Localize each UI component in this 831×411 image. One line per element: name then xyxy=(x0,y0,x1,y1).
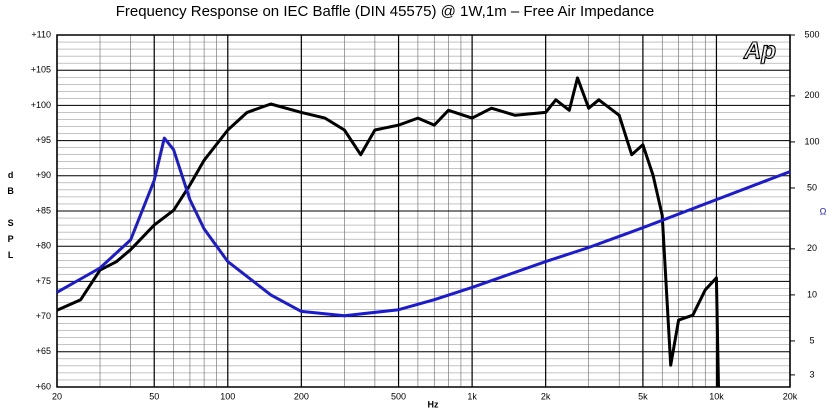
y2-tick-label: 10 xyxy=(807,289,817,299)
x-tick-label: 20 xyxy=(52,391,62,401)
x-tick-label: 20k xyxy=(783,391,798,401)
plot-frame xyxy=(56,34,791,388)
y-tick-label: +90 xyxy=(36,170,51,180)
y2-tick-label: 3 xyxy=(809,369,814,379)
x-tick-label: 50 xyxy=(149,391,159,401)
x-tick-label: 100 xyxy=(220,391,235,401)
y-tick-label: +105 xyxy=(31,65,51,75)
x-tick-label: 10k xyxy=(709,391,724,401)
x-tick-label: 500 xyxy=(391,391,406,401)
chart-title: Frequency Response on IEC Baffle (DIN 45… xyxy=(116,3,655,20)
y-tick-label: +85 xyxy=(36,205,51,215)
y2-tick-label: 500 xyxy=(804,29,819,39)
y-tick-label: +60 xyxy=(36,381,51,391)
x-tick-label: 200 xyxy=(294,391,309,401)
y-tick-label: +75 xyxy=(36,276,51,286)
y2-axis-label: Ω xyxy=(820,206,827,216)
x-tick-label: 2k xyxy=(541,391,551,401)
y-tick-label: +80 xyxy=(36,241,51,251)
y-axis-label: dB SPL xyxy=(6,170,16,266)
y-tick-label: +100 xyxy=(31,100,51,110)
series-line xyxy=(56,136,791,318)
x-tick-label: 1k xyxy=(467,391,477,401)
y-tick-label: +70 xyxy=(36,311,51,321)
y2-tick-label: 20 xyxy=(807,243,817,253)
y-tick-label: +65 xyxy=(36,346,51,356)
y2-tick-label: 5 xyxy=(809,335,814,345)
y-tick-label: +95 xyxy=(36,135,51,145)
y2-tick-label: 50 xyxy=(807,182,817,192)
x-axis-label: Hz xyxy=(428,399,439,409)
y2-tick-label: 200 xyxy=(804,90,819,100)
x-tick-label: 5k xyxy=(638,391,648,401)
series-line xyxy=(56,76,720,388)
y2-tick-label: 100 xyxy=(804,136,819,146)
y-tick-label: +110 xyxy=(31,29,51,39)
logo: Ap xyxy=(743,37,776,64)
